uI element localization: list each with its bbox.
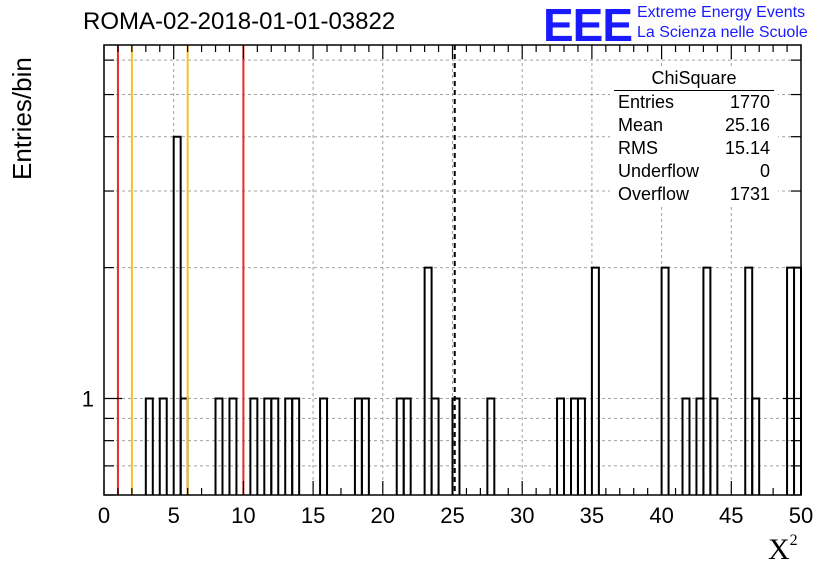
histogram-bin	[702, 266, 712, 495]
stats-row-underflow: Underflow 0	[610, 160, 778, 183]
stats-value: 1770	[729, 92, 770, 112]
x-tick-label: 45	[719, 503, 743, 528]
stats-value: 0	[759, 161, 770, 181]
x-tick-label: 0	[98, 503, 110, 528]
histogram-bin	[353, 397, 363, 495]
histogram-bin	[395, 397, 405, 495]
x-tick-label: 40	[649, 503, 673, 528]
x-tick-label: 35	[580, 503, 604, 528]
histogram-bin	[284, 397, 294, 495]
histogram-bin	[228, 397, 238, 495]
histogram-bin	[423, 266, 433, 495]
histogram-bin	[486, 397, 496, 495]
histogram-bin	[144, 397, 154, 495]
stats-value: 15.14	[724, 138, 770, 158]
x-axis-label-superscript: 2	[789, 532, 798, 549]
histogram-bin	[590, 266, 600, 495]
histogram-bin	[451, 397, 461, 495]
y-tick-label: 1	[82, 387, 94, 412]
x-tick-label: 20	[371, 503, 395, 528]
logo-line-2: La Scienza nelle Scuole	[637, 24, 808, 41]
histogram-bin	[786, 266, 796, 495]
histogram-bin	[360, 397, 370, 495]
histogram-bin	[249, 397, 259, 495]
stats-value: 25.16	[724, 115, 770, 135]
histogram-bin	[179, 397, 189, 495]
x-tick-label: 30	[510, 503, 534, 528]
histogram-bin	[402, 397, 412, 495]
stats-box-title: ChiSquare	[614, 66, 774, 91]
stats-label: Underflow	[618, 161, 700, 181]
histogram-bin	[319, 397, 329, 495]
stats-label: Overflow	[618, 184, 690, 204]
stats-row-entries: Entries 1770	[610, 91, 778, 114]
histogram-bin	[270, 397, 280, 495]
histogram-bin	[576, 397, 586, 495]
histogram-bin	[681, 397, 691, 495]
histogram-bin	[660, 266, 670, 495]
histogram-bin	[172, 135, 182, 495]
eee-logo-mark: EEE	[543, 0, 633, 51]
stats-row-rms: RMS 15.14	[610, 137, 778, 160]
histogram-bin	[214, 397, 224, 495]
stats-row-overflow: Overflow 1731	[610, 183, 778, 206]
eee-logo-text: Extreme Energy Events La Scienza nelle S…	[637, 3, 808, 43]
logo-line-1: Extreme Energy Events	[637, 4, 806, 21]
histogram-bin	[556, 397, 566, 495]
histogram-bin	[430, 397, 440, 495]
x-tick-label: 25	[440, 503, 464, 528]
histogram-bin	[569, 397, 579, 495]
histogram-bin	[709, 397, 719, 495]
histogram-bin	[793, 266, 802, 495]
x-tick-label: 15	[301, 503, 325, 528]
histogram-bin	[751, 397, 761, 495]
stats-rows: Entries 1770 Mean 25.16 RMS 15.14 Underflow 0 Ov…	[610, 91, 778, 206]
plot-title: ROMA-02-2018-01-01-03822	[83, 8, 396, 35]
stats-value: 1731	[729, 184, 770, 204]
x-axis-label: X2	[768, 532, 798, 567]
histogram-bin	[263, 397, 273, 495]
x-tick-label: 5	[168, 503, 180, 528]
histogram-bin	[744, 266, 754, 495]
stats-box: ChiSquare Entries 1770 Mean 25.16 RMS 15.14 Un…	[610, 66, 778, 206]
y-axis-label: Entries/bin	[7, 57, 37, 180]
histogram-bin	[291, 397, 301, 495]
stats-label: RMS	[618, 138, 658, 158]
histogram-bars	[144, 135, 802, 495]
histogram-bin	[695, 397, 705, 495]
stats-label: Entries	[618, 92, 675, 112]
x-tick-label: 10	[231, 503, 255, 528]
histogram-bin	[158, 397, 168, 495]
stats-row-mean: Mean 25.16	[610, 114, 778, 137]
stats-label: Mean	[618, 115, 664, 135]
x-axis-ticks: 0 5 10 15 20 25 30 35 40 45 50	[98, 45, 813, 528]
x-tick-label: 50	[789, 503, 813, 528]
y-axis-ticks: 1	[82, 59, 801, 496]
x-axis-label-base: X	[768, 533, 790, 566]
reference-lines	[116, 45, 456, 495]
